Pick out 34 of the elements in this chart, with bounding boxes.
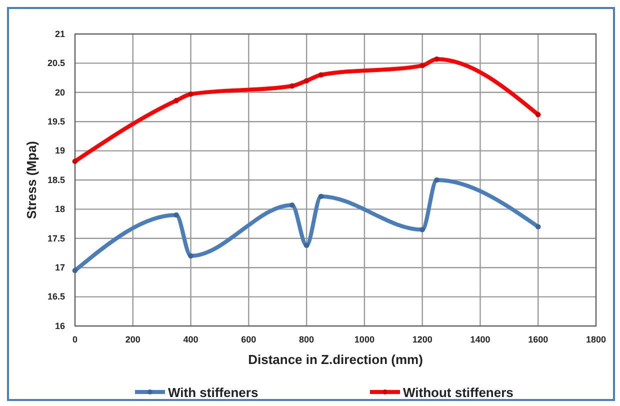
legend-label: Without stiffeners	[403, 385, 514, 400]
x-tick-label: 1400	[470, 334, 490, 344]
y-tick-label: 16	[54, 320, 65, 331]
point	[72, 268, 78, 274]
y-tick-label: 19.5	[47, 116, 65, 126]
point	[188, 253, 194, 259]
legend-label: With stiffeners	[168, 385, 258, 400]
x-tick-label: 1800	[586, 334, 606, 344]
x-tick-label: 1200	[412, 334, 432, 344]
y-tick-label: 18.5	[47, 174, 65, 185]
x-tick-label: 1600	[528, 334, 548, 344]
x-tick-label: 1000	[354, 334, 374, 344]
x-tick-label: 600	[241, 334, 256, 344]
y-tick-label: 20.5	[47, 58, 65, 68]
point	[420, 227, 425, 232]
point	[535, 224, 541, 230]
y-tick-label: 21	[54, 28, 65, 39]
x-tick-label: 0	[72, 334, 78, 344]
x-tick-label: 800	[299, 334, 314, 344]
point	[289, 202, 295, 208]
y-tick-label: 20	[54, 87, 65, 98]
y-tick-label: 19	[54, 146, 65, 156]
x-tick-label: 400	[183, 334, 198, 344]
y-tick-label: 17.5	[47, 233, 65, 244]
y-tick-label: 18	[54, 204, 65, 214]
x-tick-label: 200	[125, 334, 140, 344]
point	[434, 177, 440, 183]
y-tick-label: 16.5	[47, 292, 65, 302]
point	[174, 212, 179, 218]
y-axis-title: Stress (Mpa)	[24, 140, 39, 220]
point	[318, 194, 324, 199]
y-tick-label: 17	[54, 262, 65, 272]
x-axis-title: Distance in Z.direction (mm)	[248, 352, 423, 367]
point	[304, 242, 310, 248]
